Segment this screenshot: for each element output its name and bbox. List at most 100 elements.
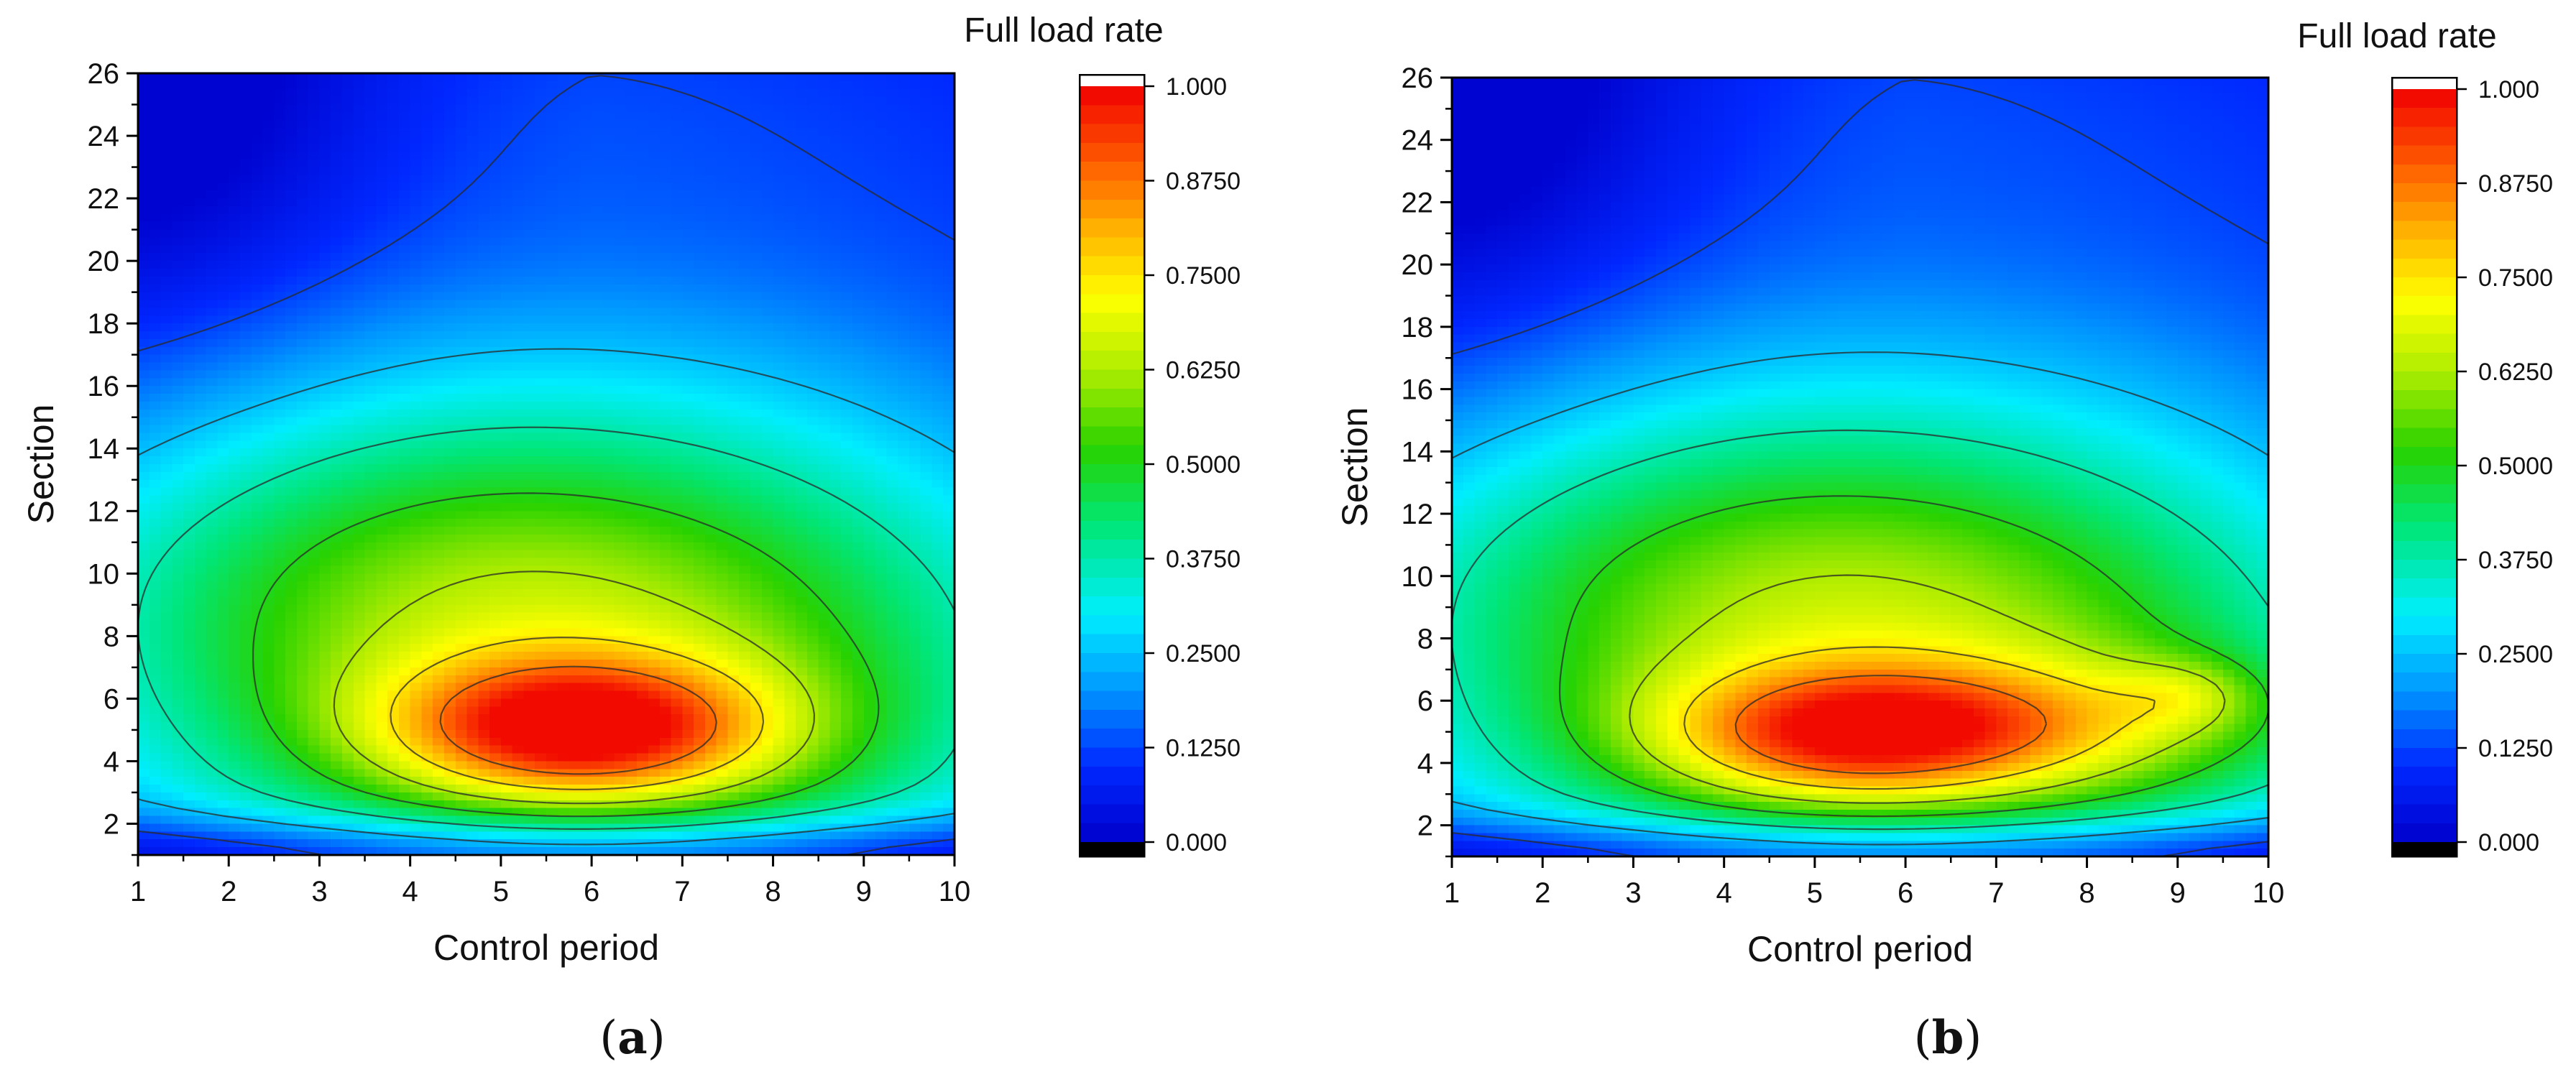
heatmap-cell <box>592 276 604 285</box>
heatmap-cell <box>932 175 944 183</box>
heatmap-cell <box>455 425 468 434</box>
heatmap-cell <box>592 519 604 527</box>
heatmap-cell <box>240 128 252 137</box>
heatmap-cell <box>943 261 955 269</box>
heatmap-cell <box>704 495 717 504</box>
heatmap-cell <box>920 519 933 527</box>
heatmap-cell <box>172 136 184 144</box>
heatmap-cell <box>932 338 944 348</box>
heatmap-cell <box>217 143 229 152</box>
heatmap-cell <box>342 346 354 356</box>
heatmap-cell <box>784 300 796 308</box>
heatmap-cell <box>682 471 694 481</box>
heatmap-cell <box>557 527 570 535</box>
heatmap-cell <box>183 308 196 316</box>
heatmap-cell <box>920 487 933 496</box>
heatmap-cell <box>841 88 853 98</box>
heatmap-cell <box>376 96 388 106</box>
heatmap-cell <box>784 573 796 582</box>
heatmap-cell <box>138 596 150 606</box>
heatmap-cell <box>694 276 706 285</box>
heatmap-cell <box>682 456 694 465</box>
heatmap-cell <box>829 253 842 262</box>
heatmap-cell <box>739 456 751 465</box>
heatmap-cell <box>149 401 162 410</box>
heatmap-cell <box>841 487 853 496</box>
heatmap-cell <box>262 565 275 574</box>
heatmap-cell <box>659 596 672 606</box>
heatmap-cell <box>251 88 264 98</box>
heatmap-cell <box>410 448 423 457</box>
heatmap-cell <box>557 120 570 129</box>
heatmap-cell <box>852 151 865 160</box>
heatmap-cell <box>251 175 264 183</box>
heatmap-cell <box>444 151 456 160</box>
heatmap-cell <box>262 128 275 137</box>
heatmap-cell <box>602 604 615 614</box>
heatmap-cell <box>364 205 377 215</box>
heatmap-cell <box>387 425 400 434</box>
heatmap-cell <box>592 550 604 559</box>
heatmap-cell <box>262 581 275 590</box>
heatmap-cell <box>682 112 694 121</box>
heatmap-cell <box>251 409 264 418</box>
heatmap-cell <box>251 213 264 223</box>
heatmap-cell <box>410 136 423 144</box>
heatmap-cell <box>387 112 400 121</box>
heatmap-cell <box>648 221 661 231</box>
heatmap-cell <box>251 487 264 496</box>
heatmap-cell <box>364 527 377 535</box>
heatmap-cell <box>194 261 207 269</box>
heatmap-cell <box>274 190 286 199</box>
heatmap-cell <box>455 354 468 364</box>
heatmap-cell <box>308 338 321 348</box>
heatmap-cell <box>172 269 184 277</box>
heatmap-cell <box>739 487 751 496</box>
heatmap-cell <box>387 88 400 98</box>
heatmap-cell <box>353 331 366 340</box>
heatmap-cell <box>149 534 162 543</box>
heatmap-cell <box>614 589 627 598</box>
heatmap-cell <box>682 167 694 176</box>
heatmap-cell <box>750 346 763 356</box>
heatmap-cell <box>535 558 547 567</box>
heatmap-cell <box>829 386 842 394</box>
heatmap-cell <box>376 276 388 285</box>
heatmap-cell <box>240 338 252 348</box>
heatmap-cell <box>852 73 865 82</box>
heatmap-cell <box>818 167 831 176</box>
heatmap-cell <box>433 425 445 434</box>
heatmap-cell <box>637 323 649 332</box>
heatmap-cell <box>444 96 456 106</box>
heatmap-cell <box>841 308 853 316</box>
heatmap-cell <box>908 120 921 129</box>
heatmap-cell <box>433 205 445 215</box>
heatmap-cell <box>796 323 808 332</box>
heatmap-cell <box>704 276 717 285</box>
heatmap-cell <box>251 253 264 262</box>
heatmap-cell <box>251 104 264 113</box>
heatmap-cell <box>308 401 321 410</box>
heatmap-cell <box>863 269 876 277</box>
heatmap-cell <box>739 284 751 293</box>
heatmap-cell <box>353 190 366 199</box>
heatmap-cell <box>569 261 581 269</box>
heatmap-cell <box>727 205 740 215</box>
heatmap-cell <box>240 433 252 441</box>
heatmap-cell <box>898 151 910 160</box>
heatmap-cell <box>806 550 819 559</box>
heatmap-cell <box>523 284 535 293</box>
heatmap-cell <box>535 604 547 614</box>
heatmap-cell <box>592 128 604 137</box>
heatmap-cell <box>784 386 796 394</box>
heatmap-cell <box>602 425 615 434</box>
heatmap-cell <box>444 245 456 254</box>
heatmap-cell <box>671 534 683 543</box>
heatmap-cell <box>183 558 196 567</box>
heatmap-cell <box>183 542 196 551</box>
heatmap-cell <box>523 558 535 567</box>
heatmap-cell <box>206 261 218 269</box>
panel-a: 1 2 3 4 5 6 7 8 9 102468101214161820222426Control… <box>21 11 1241 1065</box>
heatmap-cell <box>172 394 184 402</box>
heatmap-cell <box>523 596 535 606</box>
